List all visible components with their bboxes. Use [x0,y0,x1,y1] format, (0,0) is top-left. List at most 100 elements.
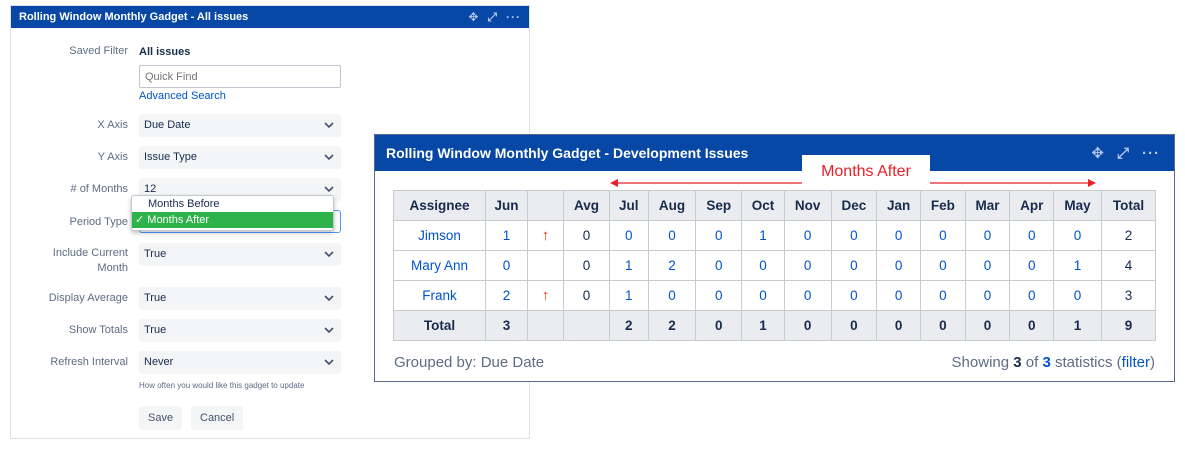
count-link[interactable]: 1 [609,280,649,311]
show-totals-select[interactable]: True [139,319,341,342]
count-link[interactable]: 0 [876,220,921,251]
chevron-down-icon [324,114,334,128]
column-header-jan: Jan [876,190,921,221]
display-average-select[interactable]: True [139,287,341,310]
column-header-oct: Oct [741,190,785,221]
advanced-search-link[interactable]: Advanced Search [139,90,226,102]
count-link[interactable]: 0 [783,250,832,281]
refresh-interval-value: Never [144,356,174,368]
display-average-label: Display Average [48,292,128,304]
table-row: Mary Ann 0 0 1 2 0 0 0 0 0 0 0 0 1 4 [393,250,1156,281]
checkmark-icon: ✓ [135,214,148,226]
count-link[interactable]: 0 [876,280,921,311]
assignee-link[interactable]: Jimson [393,220,486,251]
grand-total-cell: 9 [1101,310,1156,341]
count-link[interactable]: 0 [1009,220,1055,251]
move-icon[interactable]: ✥ [468,10,479,24]
count-link[interactable]: 0 [876,250,921,281]
count-link[interactable]: 0 [695,250,743,281]
column-header-mar: Mar [964,190,1011,221]
count-link[interactable]: 2 [647,250,697,281]
y-axis-row: Y Axis Issue Type [10,146,530,169]
count-link[interactable]: 0 [609,220,649,251]
table-row: Jimson 1 ↑ 0 0 0 0 1 0 0 0 0 0 0 0 2 [393,220,1156,251]
count-link[interactable]: 0 [783,280,832,311]
count-link[interactable]: 0 [485,250,528,281]
count-link[interactable]: 1 [609,250,649,281]
row-total-cell: 3 [1101,280,1156,311]
count-link[interactable]: 1 [1053,250,1102,281]
include-current-row: Include Current Month True [10,243,530,274]
count-link[interactable]: 0 [919,220,966,251]
more-icon[interactable]: ··· [506,10,521,24]
assignee-link[interactable]: Frank [393,280,486,311]
count-link[interactable]: 0 [964,220,1011,251]
y-axis-select[interactable]: Issue Type [139,146,341,169]
more-icon[interactable]: ··· [1142,144,1160,162]
cancel-button[interactable]: Cancel [191,406,244,430]
column-header-aug: Aug [647,190,697,221]
count-link[interactable]: 0 [964,280,1011,311]
count-link[interactable]: 0 [830,280,878,311]
move-icon[interactable]: ✥ [1091,144,1104,162]
total-cell: 0 [964,310,1011,341]
count-link[interactable]: 0 [647,220,697,251]
column-header-total: Total [1101,190,1156,221]
count-link[interactable]: 0 [695,280,743,311]
showing-count: 3 [1013,354,1022,371]
showing-prefix: Showing [951,354,1014,371]
up-arrow-icon: ↑ [527,220,564,251]
count-link[interactable]: 0 [695,220,743,251]
count-link[interactable]: 0 [783,220,832,251]
count-link[interactable]: 0 [1053,220,1102,251]
save-button[interactable]: Save [139,406,183,430]
period-type-label: Period Type [69,216,128,228]
refresh-interval-select[interactable]: Never [139,351,341,374]
totals-label: Total [393,310,486,341]
column-header-jun: Jun [485,190,528,221]
count-link[interactable]: 0 [1053,280,1102,311]
total-cell: 3 [485,310,528,341]
refresh-interval-row: Refresh Interval Never [10,351,530,374]
count-link[interactable]: 2 [485,280,528,311]
x-axis-select[interactable]: Due Date [139,114,341,137]
count-link[interactable]: 0 [964,250,1011,281]
x-axis-row: X Axis Due Date [10,114,530,137]
include-current-select[interactable]: True [139,243,341,266]
period-option-months-after[interactable]: ✓ Months After [132,212,333,228]
chevron-down-icon [324,178,334,192]
include-current-label: Include Current Month [18,246,128,276]
count-link[interactable]: 0 [919,280,966,311]
quick-find-input[interactable] [139,65,341,88]
period-option-label: Months After [147,214,210,226]
total-cell: 0 [695,310,743,341]
count-link[interactable]: 0 [741,250,785,281]
period-option-months-before[interactable]: Months Before [148,198,220,210]
include-current-value: True [144,248,167,260]
expand-icon[interactable]: ⤢ [1116,144,1129,162]
total-cell: 1 [741,310,785,341]
assignee-link[interactable]: Mary Ann [393,250,486,281]
chevron-down-icon [324,243,334,257]
total-cell: 0 [783,310,832,341]
count-link[interactable]: 0 [830,250,878,281]
count-link[interactable]: 0 [647,280,697,311]
display-average-value: True [144,292,167,304]
expand-icon[interactable]: ⤢ [487,10,497,24]
count-link[interactable]: 0 [741,280,785,311]
column-header-feb: Feb [919,190,966,221]
chevron-down-icon [324,319,334,333]
count-link[interactable]: 0 [1009,280,1055,311]
results-gadget-title: Rolling Window Monthly Gadget - Developm… [386,145,749,161]
results-gadget-tools: ✥ ⤢ ··· [1091,135,1160,171]
count-link[interactable]: 1 [741,220,785,251]
count-link[interactable]: 0 [919,250,966,281]
showing-total-link[interactable]: 3 [1042,354,1051,371]
filter-link[interactable]: filter [1121,354,1150,371]
count-link[interactable]: 0 [1009,250,1055,281]
count-link[interactable]: 1 [485,220,528,251]
up-arrow-icon: ↑ [527,280,564,311]
count-link[interactable]: 0 [830,220,878,251]
config-gadget-tools: ✥ ⤢ ··· [468,6,521,28]
grouped-by-text: Grouped by: Due Date [394,354,545,371]
